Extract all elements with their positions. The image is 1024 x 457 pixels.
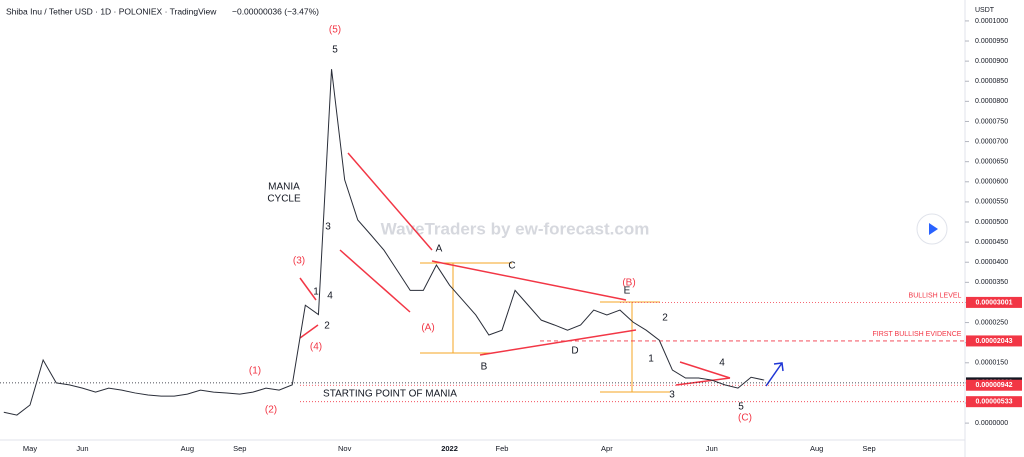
watermark: WaveTraders by ew-forecast.com [381, 219, 650, 238]
wave-label: 3 [669, 390, 675, 401]
wave-label: 5 [738, 402, 744, 413]
wave-label: MANIA [268, 182, 300, 193]
level-text: BULLISH LEVEL [909, 292, 962, 299]
price-tag [966, 296, 1022, 308]
wave-label: (A) [421, 323, 434, 334]
price-tag-label: 0.00002043 [976, 338, 1013, 345]
y-tick-label: 0.0000900 [975, 58, 1008, 65]
price-line [3, 69, 765, 416]
x-tick-label: Feb [496, 444, 509, 453]
wave-label: C [508, 261, 515, 272]
y-tick-label: 0.0000850 [975, 78, 1008, 85]
x-tick-label: Nov [338, 444, 352, 453]
price-tag [966, 396, 1022, 408]
price-tag-label: 0.00003001 [976, 299, 1013, 306]
wave-label: (1) [249, 366, 261, 377]
wave-label: 2 [662, 313, 668, 324]
y-tick-label: 0.0000000 [975, 420, 1008, 427]
y-tick-label: 0.0000550 [975, 199, 1008, 206]
y-tick-label: 0.0000450 [975, 239, 1008, 246]
x-tick-label: Apr [601, 444, 613, 453]
play-button[interactable] [916, 213, 948, 245]
y-tick-label: 0.0000250 [975, 319, 1008, 326]
wave-label: A [436, 244, 443, 255]
y-tick-label: 0.0000700 [975, 138, 1008, 145]
forecast-arrow [765, 362, 784, 387]
wave-label: 4 [719, 358, 725, 369]
x-tick-label: Sep [862, 444, 875, 453]
wave-label: (4) [310, 342, 322, 353]
wave-label: B [481, 362, 488, 373]
y-tick-label: 0.0000750 [975, 118, 1008, 125]
wave-label: 4 [327, 291, 333, 302]
y-tick-label: 0.0000950 [975, 38, 1008, 45]
wave-label: 1 [313, 287, 319, 298]
level-text: FIRST BULLISH EVIDENCE [873, 331, 962, 338]
x-tick-label: Jun [706, 444, 718, 453]
wave-label: (3) [293, 256, 305, 267]
x-tick-label: Jun [76, 444, 88, 453]
y-tick-label: 0.0000650 [975, 159, 1008, 166]
wave-label: 3 [325, 222, 331, 233]
wave-label: STARTING POINT OF MANIA [323, 389, 457, 400]
trend-lines [299, 152, 731, 386]
y-tick-label: 0.0000800 [975, 98, 1008, 105]
price-change: −0.00000036 (−3.47%) [232, 6, 319, 16]
y-tick-label: 0.0000600 [975, 179, 1008, 186]
x-tick-label: Aug [181, 444, 194, 453]
x-tick-label: May [23, 444, 37, 453]
wave-label: 5 [332, 45, 338, 56]
y-tick-label: 0.0000500 [975, 219, 1008, 226]
y-tick-label: 0.0000400 [975, 259, 1008, 266]
measure-tool [420, 262, 670, 393]
price-tag [966, 379, 1022, 391]
x-tick-label: 2022 [441, 444, 458, 453]
wave-label: CYCLE [267, 194, 301, 205]
wave-label: E [624, 286, 631, 297]
wave-label: (B) [622, 278, 635, 289]
wave-label: 1 [648, 354, 654, 365]
wave-label: 2 [324, 321, 330, 332]
x-tick-label: Aug [810, 444, 823, 453]
y-axis-label: USDT [975, 7, 995, 14]
wave-label: (2) [265, 405, 277, 416]
wave-label: (5) [329, 25, 341, 36]
wave-label: D [571, 346, 578, 357]
price-tag-label: 0.00000942 [976, 382, 1013, 389]
y-tick-label: 0.0000150 [975, 360, 1008, 367]
x-tick-label: Sep [233, 444, 246, 453]
price-tag-label: 0.00000533 [976, 399, 1013, 406]
price-tag [966, 335, 1022, 347]
chart-title: Shiba Inu / Tether USD · 1D · POLONIEX ·… [6, 6, 217, 16]
y-tick-label: 0.0001000 [975, 18, 1008, 25]
wave-label: (C) [738, 413, 752, 424]
y-tick-label: 0.0000350 [975, 279, 1008, 286]
